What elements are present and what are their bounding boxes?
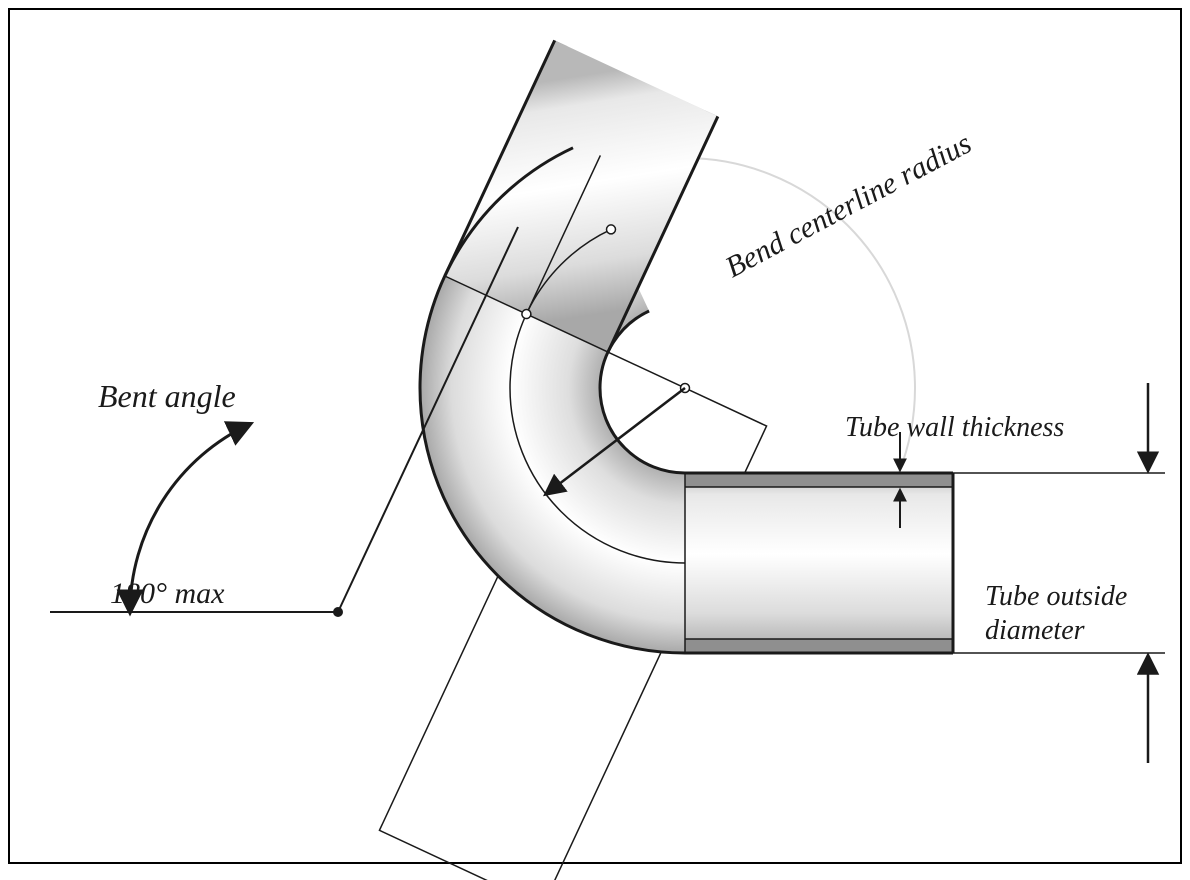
label-angle-max: 180° max [110, 577, 224, 611]
tube-horizontal [685, 473, 953, 653]
wall-top-band [685, 473, 953, 487]
wall-bot-band [685, 639, 953, 653]
label-bent-angle: Bent angle [98, 378, 236, 415]
label-wall-thickness: Tube wall thickness [845, 412, 1064, 444]
label-outside-diameter: Tube outside diameter [985, 580, 1127, 647]
